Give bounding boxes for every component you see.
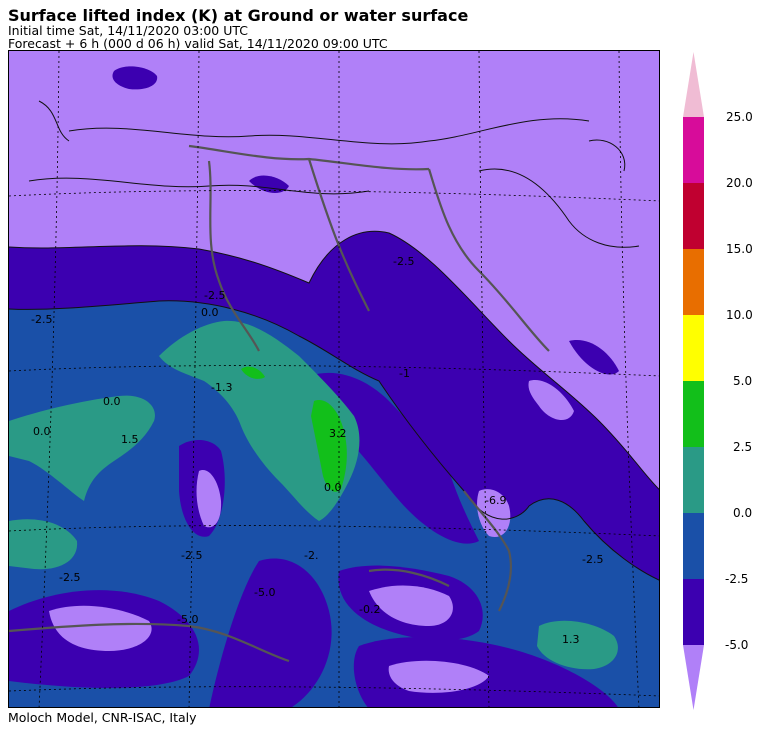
chart-title: Surface lifted index (K) at Ground or wa… xyxy=(8,6,469,25)
colorbar-swatch xyxy=(683,315,704,381)
model-credit: Moloch Model, CNR-ISAC, Italy xyxy=(8,710,197,725)
contour-label: -6.9 xyxy=(485,494,506,507)
contour-lines xyxy=(9,100,659,581)
forecast-label: Forecast + 6 h (000 d 06 h) valid Sat, 1… xyxy=(8,36,388,51)
contour-label: 0.0 xyxy=(324,481,342,494)
contour-label: -2.5 xyxy=(31,313,52,326)
contour-label: -2.5 xyxy=(582,553,603,566)
colorbar-label: 10.0 xyxy=(726,308,753,322)
contour-label: -5.0 xyxy=(254,586,275,599)
field-below-minus-5-pockets xyxy=(49,380,574,693)
field-2_5-to-5 xyxy=(241,366,347,492)
contour-label: -2.5 xyxy=(59,571,80,584)
colorbar-swatch xyxy=(683,381,704,447)
contour-label: 0.0 xyxy=(33,425,51,438)
colorbar-label: 15.0 xyxy=(726,242,753,256)
contour-label: 1.3 xyxy=(562,633,580,646)
colorbar-label: -5.0 xyxy=(725,638,748,652)
colorbar-swatch xyxy=(683,117,704,183)
contour-label: -2.5 xyxy=(181,549,202,562)
colorbar-swatch xyxy=(683,447,704,513)
colorbar-label: -2.5 xyxy=(725,572,748,586)
colorbar-label: 2.5 xyxy=(733,440,752,454)
contour-label: -2.5 xyxy=(204,289,225,302)
contour-label: -2. xyxy=(304,549,318,562)
map-canvas: -2.5 -2.5 0.0 -2.5 0.0 0.0 1.5 -1.3 3.2 … xyxy=(9,51,659,707)
colorbar-label: 5.0 xyxy=(733,374,752,388)
initial-time-label: Initial time Sat, 14/11/2020 03:00 UTC xyxy=(8,23,249,38)
colorbar: 25.0 20.0 15.0 10.0 5.0 2.5 0.0 -2.5 -5.… xyxy=(683,52,753,710)
field-0-to-2_5 xyxy=(9,320,618,670)
contour-label: -2.5 xyxy=(393,255,414,268)
colorbar-swatch xyxy=(683,579,704,645)
colorbar-swatch xyxy=(683,513,704,579)
colorbar-swatch xyxy=(683,183,704,249)
contour-label: -1.3 xyxy=(211,381,232,394)
colorbar-label: 0.0 xyxy=(733,506,752,520)
colorbar-bottom-triangle xyxy=(683,645,704,710)
contour-label: 3.2 xyxy=(329,427,347,440)
contour-label: -5.0 xyxy=(177,613,198,626)
contour-label: -1 xyxy=(399,367,410,380)
lifted-index-map: -2.5 -2.5 0.0 -2.5 0.0 0.0 1.5 -1.3 3.2 … xyxy=(8,50,660,708)
colorbar-label: 25.0 xyxy=(726,110,753,124)
contour-label: -0.2 xyxy=(359,603,380,616)
contour-label: 0.0 xyxy=(201,306,219,319)
colorbar-top-triangle xyxy=(683,52,704,117)
colorbar-label: 20.0 xyxy=(726,176,753,190)
contour-label: 0.0 xyxy=(103,395,121,408)
graticule xyxy=(9,51,659,707)
colorbar-swatch xyxy=(683,249,704,315)
contour-label: 1.5 xyxy=(121,433,139,446)
border-lines xyxy=(9,144,550,663)
